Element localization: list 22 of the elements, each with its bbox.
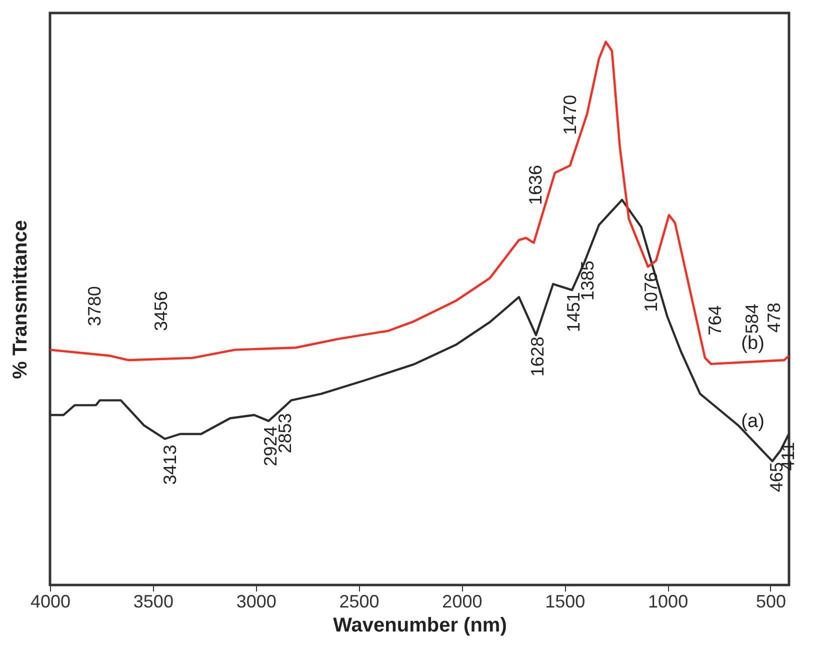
x-tick-label: 1500 — [545, 592, 586, 612]
annotation: 3456 — [150, 290, 171, 332]
annotation: 1628 — [527, 336, 548, 377]
x-tick-label: 2500 — [339, 592, 380, 612]
annotation: 584 — [742, 304, 762, 334]
y-axis-title: % Transmittance — [10, 220, 32, 379]
x-tick-label: 500 — [756, 592, 786, 612]
series-label: (a) — [741, 410, 764, 432]
x-tick-label: 3500 — [133, 592, 174, 612]
x-axis-title: Wavenumber (nm) — [333, 614, 507, 636]
annotation: 1076 — [640, 272, 661, 312]
annotation: 478 — [764, 302, 784, 333]
x-tick-label: 3000 — [236, 592, 276, 612]
annotation: 3780 — [84, 286, 104, 326]
annotation: 1470 — [560, 94, 580, 135]
annotation: 3413 — [160, 444, 180, 485]
annotation: 764 — [705, 305, 726, 336]
series-label: (b) — [741, 332, 764, 354]
x-tick-label: 2000 — [442, 592, 482, 612]
x-tick-label: 4000 — [30, 592, 71, 612]
x-tick-label: 1000 — [648, 592, 688, 612]
annotation: 1636 — [526, 164, 546, 205]
